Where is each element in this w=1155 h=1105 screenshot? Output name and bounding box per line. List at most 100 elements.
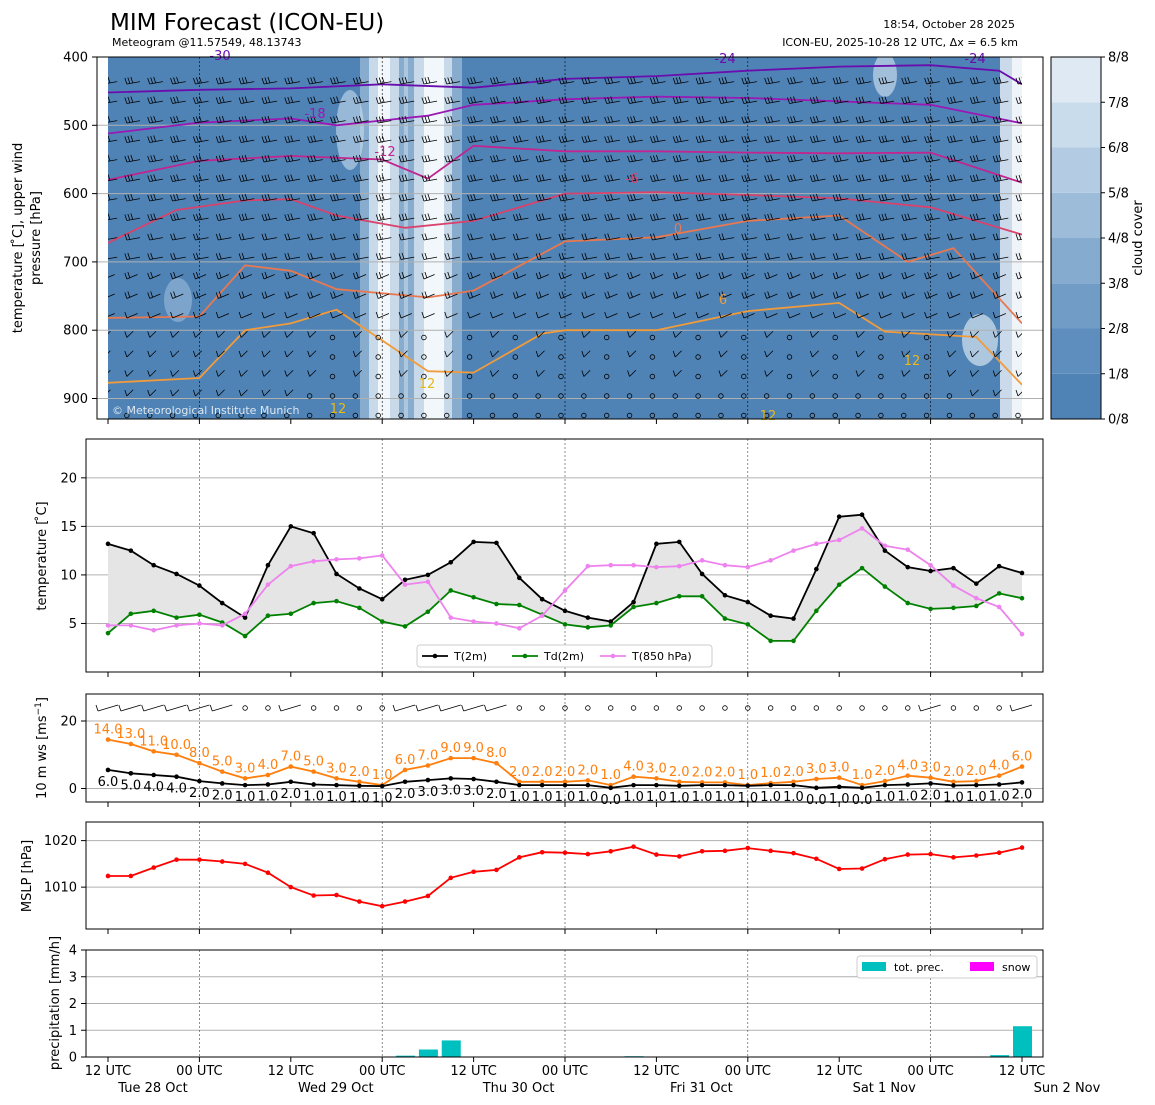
t-850-hpa--point [974, 595, 979, 601]
wind-barb-feather [747, 115, 751, 123]
t-850-hpa--point [676, 563, 682, 569]
wind-barb-feather [330, 97, 333, 104]
wind-barb-feather [881, 213, 885, 221]
wind-barb-staff [149, 389, 157, 397]
wind-barb-feather [127, 291, 131, 298]
gust-value-label: 2.0 [692, 765, 713, 780]
calm-wind-circle [901, 412, 907, 419]
wind-barb-feather [947, 97, 950, 104]
calm-wind-circle [923, 354, 930, 360]
wind-barb-staff [378, 139, 392, 143]
wind-barb-feather [675, 96, 679, 104]
wind-barb-feather [124, 331, 128, 338]
wind-barb-staff [857, 217, 872, 221]
gust-value-label: 2.0 [966, 764, 987, 779]
mslp-point [699, 849, 705, 854]
wind-barb-feather [153, 193, 157, 201]
wind-barb-staff [492, 178, 506, 182]
wind-barb-feather [355, 252, 359, 260]
wind-barb-feather [975, 193, 979, 201]
wind-barb-feather [515, 96, 519, 104]
td-2m--point [768, 638, 773, 644]
wind-barb-staff [835, 293, 847, 299]
wind-barb-staff [743, 159, 758, 163]
wind-barb-staff [108, 369, 111, 374]
calm-wind-circle [375, 393, 381, 399]
wind-barb-feather [930, 115, 933, 123]
wind-barb-feather [656, 154, 659, 162]
wind-barb-feather [787, 272, 790, 280]
t-2m--point [631, 599, 636, 605]
wind-barb-feather [307, 136, 311, 143]
wind-barb-staff [263, 330, 271, 338]
wind-barb-feather [310, 252, 314, 260]
wind-barb-feather [1018, 271, 1022, 279]
wind-barb-feather [241, 194, 245, 201]
wind-barb-feather [610, 115, 614, 123]
wind-barb-feather [199, 135, 202, 142]
wind-barb-feather [787, 214, 790, 221]
wind-barb-staff [994, 313, 1007, 319]
wind-barb-feather [261, 116, 265, 124]
wind-barb-feather [695, 97, 699, 104]
wind-barb-feather [832, 97, 836, 104]
wind-barb-staff [400, 139, 415, 143]
wind-barb-feather [421, 233, 425, 241]
calm-wind-circle [672, 393, 678, 399]
wind-barb-feather [447, 174, 451, 182]
wind-barb-staff [355, 120, 369, 124]
wind-barb-staff [400, 330, 408, 338]
calm-wind-circle [421, 373, 427, 380]
t-850-hpa--point [905, 547, 911, 552]
calm-wind-circle [832, 373, 838, 380]
wind-barb-feather [421, 292, 425, 299]
wind-barb-feather [108, 174, 111, 181]
wind-barb-feather [538, 96, 542, 104]
wind-speed-value-label: 2.0 [280, 787, 301, 802]
calm-wind-circle [676, 705, 682, 711]
wind-barb-feather [881, 155, 885, 162]
wind-barb-feather [698, 213, 702, 221]
wind-barb-staff [789, 313, 801, 319]
wind-speed-value-label: 1.0 [532, 790, 553, 805]
wind-barb-feather [427, 193, 431, 201]
wind-barb-feather [878, 311, 882, 319]
wind-barb-feather [307, 370, 311, 377]
wind-barb-staff [994, 389, 1002, 397]
wind-barb-staff [789, 159, 803, 163]
wind-barb-staff [394, 704, 416, 712]
calm-wind-circle [375, 334, 381, 341]
wind-barb-feather [724, 76, 728, 84]
wind-barb-feather [176, 213, 179, 220]
wind-barb-feather [884, 135, 888, 142]
time-tick-label: 00 UTC [725, 1064, 771, 1079]
isotherm-label: 12 [904, 354, 921, 369]
wind-barb-feather [218, 252, 222, 260]
wind-barb-staff [355, 198, 369, 202]
wind-barb-staff [286, 389, 294, 397]
wind-barb-feather [147, 370, 151, 377]
wind-barb-feather [656, 76, 659, 84]
wind-barb-staff [812, 100, 826, 104]
wind-barb-feather [858, 271, 862, 279]
wind-barb-feather [355, 233, 359, 240]
wind-barb-staff [309, 293, 321, 299]
t-850-hpa--point [265, 582, 271, 587]
wind-barb-staff [172, 198, 186, 202]
wind-barb-feather [1018, 291, 1022, 298]
wind-barb-staff [446, 350, 454, 358]
wind-barb-staff [538, 256, 552, 260]
t-2m--point [128, 548, 134, 553]
wind-barb-feather [153, 154, 157, 162]
gust-point [814, 776, 819, 782]
wind-barb-feather [855, 253, 859, 260]
wind-barb-feather [450, 96, 454, 103]
wind-barb-feather [998, 135, 1002, 142]
wind-barb-feather [330, 116, 333, 124]
mslp-point [1019, 845, 1025, 850]
wind-barb-feather [221, 213, 225, 220]
y-tick-label: 20 [60, 471, 77, 486]
wind-barb-feather [127, 155, 131, 162]
wind-barb-feather [995, 77, 999, 84]
